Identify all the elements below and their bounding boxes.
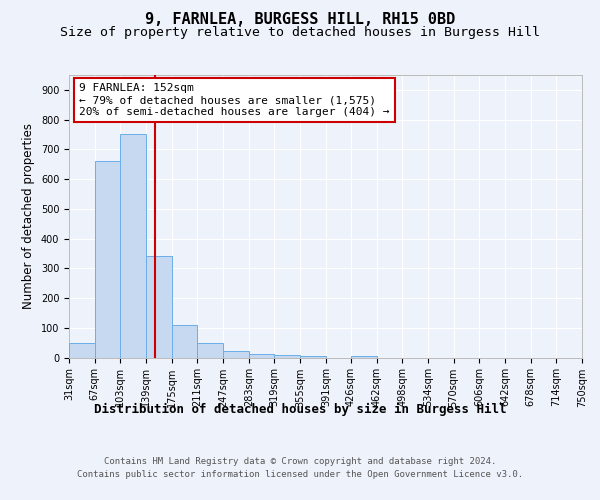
Bar: [223, 351, 249, 358]
Text: Contains HM Land Registry data © Crown copyright and database right 2024.
Contai: Contains HM Land Registry data © Crown c…: [77, 458, 523, 479]
Bar: [172, 326, 197, 358]
Bar: [300, 356, 326, 358]
Bar: [249, 354, 274, 358]
Bar: [351, 356, 377, 358]
Text: 9, FARNLEA, BURGESS HILL, RH15 0BD: 9, FARNLEA, BURGESS HILL, RH15 0BD: [145, 12, 455, 28]
Bar: [69, 342, 95, 357]
Text: Distribution of detached houses by size in Burgess Hill: Distribution of detached houses by size …: [94, 402, 506, 415]
Bar: [274, 355, 300, 358]
Y-axis label: Number of detached properties: Number of detached properties: [22, 123, 35, 309]
Bar: [146, 256, 172, 358]
Bar: [95, 161, 121, 358]
Text: 9 FARNLEA: 152sqm
← 79% of detached houses are smaller (1,575)
20% of semi-detac: 9 FARNLEA: 152sqm ← 79% of detached hous…: [79, 84, 390, 116]
Bar: [197, 342, 223, 357]
Text: Size of property relative to detached houses in Burgess Hill: Size of property relative to detached ho…: [60, 26, 540, 39]
Bar: [121, 134, 146, 358]
